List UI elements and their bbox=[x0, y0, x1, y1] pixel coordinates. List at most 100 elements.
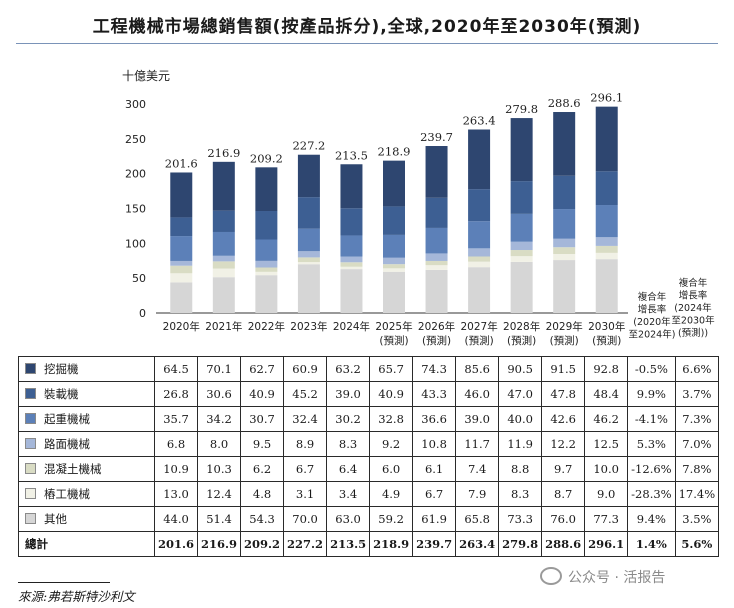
bar-segment bbox=[170, 217, 193, 237]
total-cell: 227.2 bbox=[283, 531, 328, 557]
wechat-icon bbox=[540, 567, 562, 585]
bar-segment bbox=[468, 261, 491, 268]
table-cell: 7.4 bbox=[455, 456, 500, 482]
cagr-2020-2024-cell: -12.6% bbox=[627, 456, 676, 482]
bar-segment bbox=[510, 250, 533, 257]
bar-segment bbox=[553, 112, 576, 176]
row-label: 裝載機 bbox=[18, 381, 155, 407]
legend-label: 其他 bbox=[44, 512, 67, 526]
x-tick-year: 2021年 bbox=[205, 320, 242, 333]
table-cell: 47.8 bbox=[541, 381, 586, 407]
table-cell: 39.0 bbox=[455, 406, 500, 432]
bar-segment bbox=[212, 210, 235, 232]
bar-segment bbox=[510, 181, 533, 214]
bar-segment bbox=[297, 228, 320, 252]
table-cell: 12.5 bbox=[584, 431, 629, 457]
bar-total-label: 201.6 bbox=[165, 156, 198, 170]
cagr-2024-2030-cell: 7.3% bbox=[674, 406, 720, 432]
table-cell: 45.2 bbox=[283, 381, 328, 407]
bar-segment bbox=[468, 221, 491, 249]
bar-segment bbox=[553, 209, 576, 239]
total-cagr-2024-2030-cell: 5.6% bbox=[674, 531, 720, 557]
total-cell: 216.9 bbox=[197, 531, 242, 557]
bar-segment bbox=[468, 189, 491, 222]
table-cell: 70.0 bbox=[283, 506, 328, 532]
table-cell: 39.0 bbox=[326, 381, 371, 407]
row-label: 其他 bbox=[18, 506, 155, 532]
table-cell: 30.7 bbox=[240, 406, 285, 432]
bar-segment bbox=[340, 262, 363, 267]
table-cell: 62.7 bbox=[240, 356, 285, 382]
bar-segment bbox=[255, 260, 278, 268]
table-cell: 10.0 bbox=[584, 456, 629, 482]
bar-segment bbox=[212, 255, 235, 262]
watermark: 公众号 · 活报告 bbox=[540, 567, 665, 587]
cagr-header-line: 至2030年 bbox=[671, 315, 715, 327]
table-cell: 63.0 bbox=[326, 506, 371, 532]
bar-total-label: 239.7 bbox=[420, 130, 453, 144]
table-cell: 76.0 bbox=[541, 506, 586, 532]
table-row: 混凝土機械 10.9 10.3 6.2 6.7 6.4 6.0 6.1 7.4 8.8 9.7 10.… bbox=[18, 456, 720, 482]
total-cell: 279.8 bbox=[498, 531, 543, 557]
watermark-text: 公众号 · 活报告 bbox=[568, 570, 666, 586]
x-tick-year: 2025年 bbox=[375, 320, 412, 333]
bar-segment bbox=[383, 234, 405, 258]
x-tick-year: 2022年 bbox=[248, 320, 285, 333]
y-tick-label: 0 bbox=[139, 307, 146, 320]
legend-label: 起重機械 bbox=[44, 412, 90, 426]
table-cell: 51.4 bbox=[197, 506, 242, 532]
table-row: 起重機械 35.7 34.2 30.7 32.4 30.2 32.8 36.6 39.0 40.0… bbox=[18, 406, 720, 432]
table-row: 路面機械 6.8 8.0 9.5 8.9 8.3 9.2 10.8 11.7 11.9 12.2 12… bbox=[18, 431, 720, 457]
cagr-header-line: 增長率 bbox=[679, 290, 708, 302]
bar-segment bbox=[510, 213, 533, 242]
bar-total-label: 279.8 bbox=[505, 102, 538, 116]
table-cell: 10.8 bbox=[412, 431, 457, 457]
table-cell: 32.4 bbox=[283, 406, 328, 432]
y-tick-label: 100 bbox=[125, 237, 146, 250]
total-cell: 288.6 bbox=[541, 531, 586, 557]
source-note: 來源:弗若斯特沙利文 bbox=[18, 589, 135, 604]
bar-segment bbox=[297, 262, 320, 265]
legend-swatch bbox=[25, 388, 36, 399]
table-cell: 64.5 bbox=[153, 356, 199, 382]
x-tick-year: 2026年 bbox=[418, 320, 455, 333]
table-cell: 6.1 bbox=[412, 456, 457, 482]
bar-total-label: 296.1 bbox=[590, 91, 623, 105]
table-cell: 46.0 bbox=[455, 381, 500, 407]
cagr-header-line: 增長率 bbox=[638, 304, 667, 316]
total-cell: 296.1 bbox=[584, 531, 629, 557]
bar-total-label: 263.4 bbox=[463, 113, 496, 127]
table-cell: 4.9 bbox=[369, 481, 414, 507]
table-cell: 3.4 bbox=[326, 481, 371, 507]
table-cell: 8.3 bbox=[326, 431, 371, 457]
cagr-2020-2024-cell: 5.3% bbox=[627, 431, 676, 457]
table-cell: 65.8 bbox=[455, 506, 500, 532]
bar-segment bbox=[553, 253, 576, 261]
bar-segment bbox=[383, 264, 405, 269]
table-cell: 9.7 bbox=[541, 456, 586, 482]
bar-total-label: 213.5 bbox=[335, 148, 368, 162]
table-cell: 63.2 bbox=[326, 356, 371, 382]
bar-segment bbox=[595, 205, 618, 238]
bar-segment bbox=[468, 248, 491, 257]
y-tick-label: 300 bbox=[125, 98, 146, 111]
table-cell: 46.2 bbox=[584, 406, 629, 432]
x-tick-note: (預測) bbox=[422, 334, 451, 347]
cagr-2024-2030-cell: 3.5% bbox=[674, 506, 720, 532]
table-cell: 6.7 bbox=[412, 481, 457, 507]
table-cell: 6.0 bbox=[369, 456, 414, 482]
y-tick-label: 150 bbox=[125, 203, 146, 216]
cagr-2020-2024-cell: 9.4% bbox=[627, 506, 676, 532]
bar-segment bbox=[510, 256, 533, 262]
table-cell: 8.3 bbox=[498, 481, 543, 507]
bar-segment bbox=[425, 269, 448, 313]
table-row: 樁工機械 13.0 12.4 4.8 3.1 3.4 4.9 6.7 7.9 8.3 8.7 9.0-… bbox=[18, 481, 720, 507]
x-tick-year: 2024年 bbox=[333, 320, 370, 333]
cagr-header-line: (預測)) bbox=[678, 327, 708, 339]
x-tick-note: (預測) bbox=[379, 334, 408, 347]
bar-segment bbox=[212, 277, 235, 313]
bar-segment bbox=[340, 235, 363, 257]
table-cell: 70.1 bbox=[197, 356, 242, 382]
legend-swatch bbox=[25, 363, 36, 374]
row-label: 樁工機械 bbox=[18, 481, 155, 507]
